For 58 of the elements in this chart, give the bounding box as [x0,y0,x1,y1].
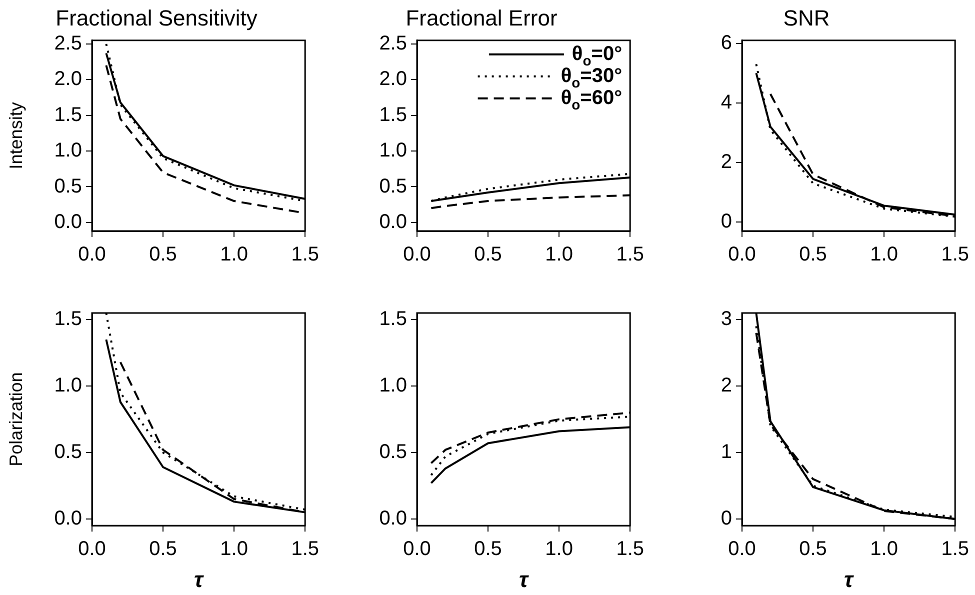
x-tick-label: 0.5 [799,538,827,560]
y-tick-label: 1.5 [54,308,82,330]
x-tick-label: 1.5 [616,244,644,266]
y-tick-label: 0.0 [379,210,407,233]
x-tick-label: 1.0 [870,244,898,266]
y-tick-label: 2.5 [54,32,82,54]
x-tick-label: 1.5 [941,244,970,266]
x-tick-label: 0.0 [78,538,106,560]
y-tick-label: 1.5 [54,104,82,126]
y-tick-label: 1.0 [54,140,82,162]
y-tick-label: 2 [720,374,732,397]
x-tick-label: 1.0 [545,538,573,560]
y-tick-label: 0.5 [54,441,82,464]
y-tick-label: 2.0 [379,68,407,90]
x-tick-label: 1.0 [220,538,248,560]
y-axis-title: Polarization [6,372,26,466]
y-tick-label: 2.0 [54,68,82,90]
y-tick-label: 6 [720,32,732,54]
chart-title: Fractional Error [406,5,558,30]
y-tick-label: 1.0 [379,374,407,397]
x-tick-label: 1.0 [545,244,573,266]
y-tick-label: 0.0 [379,507,407,530]
y-tick-label: 1.5 [379,104,407,126]
y-tick-label: 1.5 [379,308,407,330]
x-tick-label: 0.5 [799,244,827,266]
y-tick-label: 4 [720,91,732,114]
x-axis-title: τ [844,566,854,592]
y-tick-label: 0.0 [54,507,82,530]
x-tick-label: 0.0 [78,244,106,266]
y-tick-label: 0 [720,507,732,530]
y-axis-title: Intensity [6,102,26,170]
x-tick-label: 1.0 [220,244,248,266]
x-tick-label: 0.0 [403,244,431,266]
y-tick-label: 0.0 [54,210,82,233]
y-tick-label: 0 [720,210,732,233]
y-tick-label: 0.5 [379,175,407,198]
y-tick-label: 0.5 [54,175,82,198]
x-tick-label: 1.5 [291,538,320,560]
x-tick-label: 0.5 [474,538,502,560]
chart-title: Fractional Sensitivity [56,5,258,30]
x-tick-label: 1.5 [291,244,320,266]
chart-title: SNR [783,5,830,30]
x-tick-label: 1.5 [616,538,644,560]
x-tick-label: 0.5 [149,538,177,560]
y-tick-label: 2.5 [379,32,407,54]
y-tick-label: 3 [720,308,732,330]
x-tick-label: 1.0 [870,538,898,560]
y-tick-label: 0.5 [379,441,407,464]
x-axis-title: τ [519,566,530,592]
x-axis-title: τ [194,566,204,592]
x-tick-label: 1.5 [941,538,970,560]
y-tick-label: 1.0 [379,140,407,162]
y-tick-label: 1.0 [54,374,82,397]
y-tick-label: 2 [720,151,732,174]
y-tick-label: 1 [720,441,732,464]
x-tick-label: 0.5 [474,244,502,266]
x-tick-label: 0.0 [403,538,431,560]
x-tick-label: 0.5 [149,244,177,266]
